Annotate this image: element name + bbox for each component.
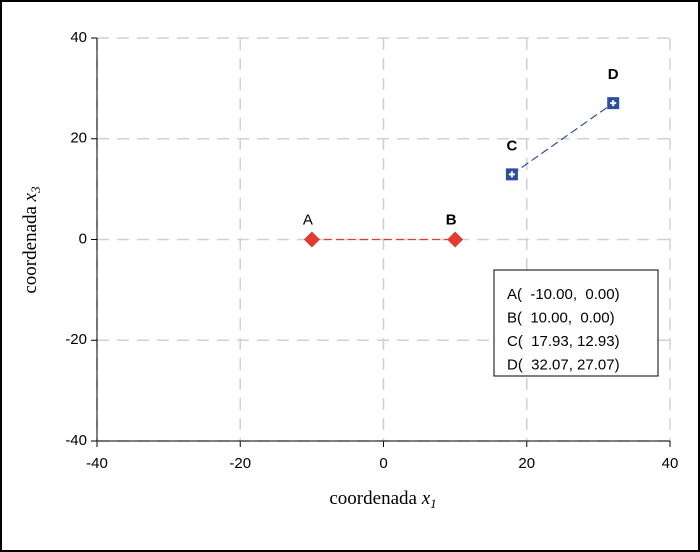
y-tick-label: 40 [70, 29, 87, 46]
annotation-box [493, 269, 659, 377]
label-text: coordenada [20, 205, 41, 293]
annotation: A( -10.00, 0.00) [507, 286, 620, 303]
x-tick-label: 40 [662, 455, 679, 472]
x-tick-label: 0 [379, 455, 387, 472]
annotation: C( 17.93, 12.93) [507, 333, 620, 350]
point-label: D [608, 66, 619, 83]
label-subscript: 3 [28, 186, 43, 194]
annotation: B( 10.00, 0.00) [507, 309, 615, 326]
marker-plus [508, 171, 515, 178]
y-tick-label: -40 [65, 432, 87, 449]
label-subscript: 1 [430, 496, 437, 511]
point-label: A [303, 211, 313, 228]
x-tick-label: 20 [518, 455, 535, 472]
marker-plus [610, 100, 617, 107]
y-tick-label: 20 [70, 130, 87, 147]
y-axis-label: coordenada x3 [20, 186, 43, 294]
point-marker [607, 97, 620, 110]
y-tick-label: 0 [79, 230, 87, 247]
y-tick-label: -20 [65, 331, 87, 348]
label-symbol: x [20, 192, 41, 202]
point-label: C [507, 137, 518, 154]
point-marker [303, 231, 320, 248]
point-label: B [446, 211, 457, 228]
label-symbol: x [421, 488, 431, 509]
x-tick-label: -40 [86, 455, 108, 472]
series-line [511, 102, 614, 175]
point-marker [447, 231, 464, 248]
x-axis-label: coordenada x1 [329, 488, 436, 511]
annotation: D( 32.07, 27.07) [507, 356, 620, 373]
x-tick-label: -20 [229, 455, 251, 472]
label-text: coordenada [329, 488, 417, 509]
point-marker [505, 168, 518, 181]
